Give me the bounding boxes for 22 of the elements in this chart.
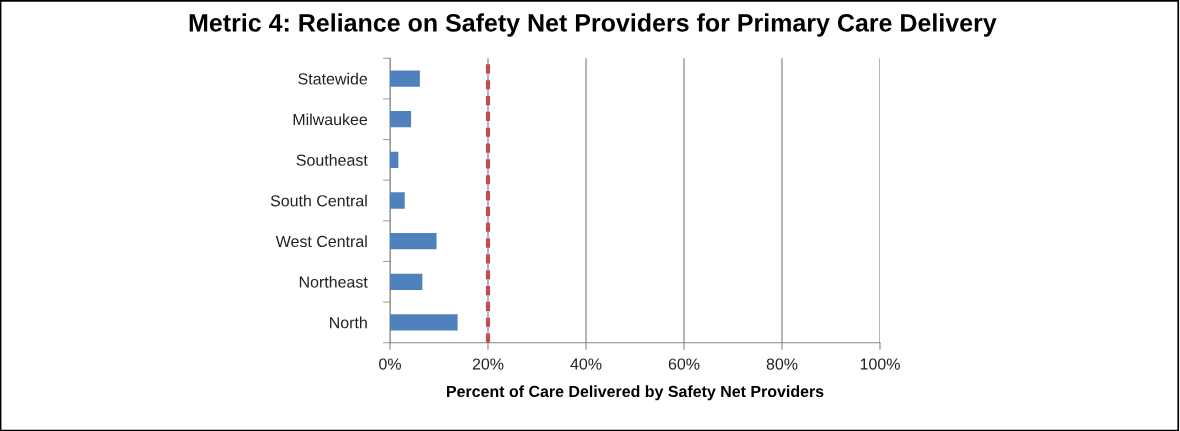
bar (390, 70, 420, 87)
y-tick-label: Milwaukee (293, 113, 368, 126)
y-tick-label: West Central (275, 235, 367, 248)
y-tick-label: Southeast (296, 154, 368, 166)
x-tick-label: 40% (570, 358, 602, 370)
x-axis-title: Percent of Care Delivered by Safety Net Providers (447, 385, 824, 401)
bar (390, 233, 437, 250)
bar (390, 111, 412, 128)
y-tick-label: Northeast (299, 275, 368, 288)
x-tick-label: 100% (860, 358, 900, 370)
y-tick-label: North (330, 316, 367, 329)
x-tick-label: 0% (379, 358, 401, 370)
x-tick-label: 20% (472, 358, 504, 370)
bar (390, 192, 405, 209)
y-tick-label: Statewide (298, 72, 368, 85)
chart-title: Metric 4: Reliance on Safety Net Providers for Primary Care Delivery (189, 13, 997, 37)
bar (390, 273, 423, 290)
bar (390, 314, 458, 331)
bar (390, 151, 399, 168)
y-tick-label: South Central (270, 194, 367, 207)
x-tick-label: 80% (766, 358, 798, 370)
x-tick-label: 60% (668, 358, 700, 370)
